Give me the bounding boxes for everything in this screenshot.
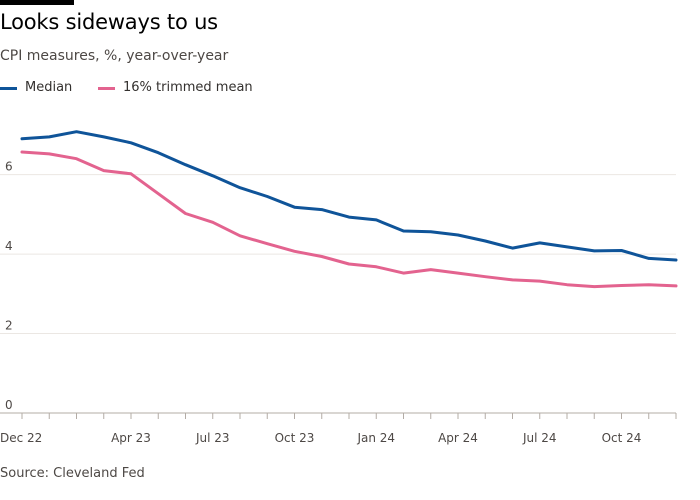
series-line-median: [20, 130, 678, 262]
data-point-median-2023-12: [347, 215, 351, 219]
y-tick-label-2: 2: [5, 319, 13, 333]
x-tick-label-2023-10: Oct 23: [275, 431, 315, 445]
data-point-median-2024-08: [565, 245, 569, 249]
y-tick-label-6: 6: [5, 160, 13, 174]
data-point-16-trimmed-mean-2023-07: [211, 221, 214, 224]
data-point-median-2024-01: [375, 218, 378, 222]
data-point-16-trimmed-mean-2023-12: [347, 262, 351, 266]
data-point-16-trimmed-mean-2023-11: [320, 255, 323, 258]
legend-label-trimmed-mean: 16% trimmed mean: [123, 80, 253, 95]
data-point-16-trimmed-mean-2022-12: [20, 150, 24, 154]
top-accent-bar: [0, 0, 74, 5]
data-point-16-trimmed-mean-2024-12: [674, 284, 678, 288]
data-point-16-trimmed-mean-2024-09: [593, 285, 596, 288]
data-point-16-trimmed-mean-2024-01: [375, 265, 378, 268]
data-point-median-2023-01: [48, 135, 51, 139]
y-tick-label-0: 0: [5, 398, 13, 412]
data-point-median-2024-02: [402, 229, 405, 233]
data-point-16-trimmed-mean-2023-10: [293, 250, 296, 253]
data-point-16-trimmed-mean-2023-09: [266, 242, 269, 245]
data-point-median-2022-12: [20, 137, 24, 141]
data-point-16-trimmed-mean-2023-02: [75, 157, 78, 160]
data-point-median-2024-07: [538, 241, 541, 245]
y-tick-label-4: 4: [5, 239, 13, 253]
grid-layer: 0 2 4 6: [0, 160, 676, 414]
x-tick-label-2024-10: Oct 24: [602, 431, 642, 445]
data-point-median-2023-03: [102, 135, 105, 139]
data-point-median-2024-06: [511, 246, 514, 250]
data-point-median-2024-11: [647, 257, 650, 260]
data-point-16-trimmed-mean-2023-06: [184, 212, 187, 215]
data-point-16-trimmed-mean-2023-05: [157, 192, 160, 195]
legend-label-median: Median: [25, 80, 73, 95]
data-point-16-trimmed-mean-2024-07: [538, 279, 541, 283]
source-note: Source: Cleveland Fed: [0, 466, 145, 481]
chart-subtitle: CPI measures, %, year-over-year: [0, 48, 229, 64]
data-point-median-2024-09: [593, 249, 596, 253]
legend-swatch-trimmed-mean: [98, 87, 115, 90]
legend-swatch-median: [0, 87, 17, 90]
data-point-16-trimmed-mean-2024-04: [456, 271, 460, 275]
data-point-16-trimmed-mean-2024-10: [620, 284, 623, 287]
data-point-median-2023-07: [211, 174, 214, 177]
data-point-16-trimmed-mean-2024-11: [647, 283, 650, 286]
data-point-median-2023-08: [238, 186, 242, 189]
data-point-median-2023-10: [293, 205, 296, 209]
x-tick-label-2024-01: Jan 24: [356, 431, 395, 445]
data-point-16-trimmed-mean-2024-05: [484, 275, 487, 278]
data-point-16-trimmed-mean-2023-03: [102, 169, 105, 172]
x-tick-label-2024-04: Apr 24: [438, 431, 478, 445]
data-point-median-2023-06: [184, 163, 187, 166]
x-tick-label-2022-12: Dec 22: [0, 431, 42, 445]
data-point-median-2024-10: [620, 249, 623, 252]
data-point-median-2023-04: [129, 141, 133, 145]
data-point-median-2024-05: [484, 239, 487, 243]
x-tick-label-2023-07: Jul 23: [195, 431, 230, 445]
x-tick-label-2024-07: Jul 24: [522, 431, 557, 445]
chart-title: Looks sideways to us: [0, 10, 218, 34]
x-tick-label-2023-04: Apr 23: [111, 431, 151, 445]
data-point-16-trimmed-mean-2024-02: [402, 271, 405, 275]
data-point-16-trimmed-mean-2023-08: [238, 234, 242, 237]
x-axis: Dec 22 Apr 23 Jul 23 Oct 23 Jan 24 Apr 24 Jul …: [0, 413, 677, 445]
data-point-median-2023-11: [320, 208, 323, 211]
data-point-median-2023-05: [157, 151, 160, 154]
data-point-16-trimmed-mean-2023-01: [48, 152, 51, 156]
data-point-16-trimmed-mean-2024-03: [429, 268, 432, 271]
data-point-median-2024-03: [429, 230, 432, 234]
data-point-16-trimmed-mean-2024-06: [511, 278, 514, 282]
series-line-16-trimmed-mean: [20, 150, 678, 289]
data-point-median-2023-02: [75, 130, 78, 133]
data-point-16-trimmed-mean-2024-08: [565, 283, 569, 286]
data-point-median-2024-04: [456, 233, 460, 237]
series-layer: [20, 130, 678, 289]
data-point-16-trimmed-mean-2023-04: [129, 172, 133, 176]
data-point-median-2024-12: [674, 258, 678, 262]
data-point-median-2023-09: [266, 195, 269, 198]
